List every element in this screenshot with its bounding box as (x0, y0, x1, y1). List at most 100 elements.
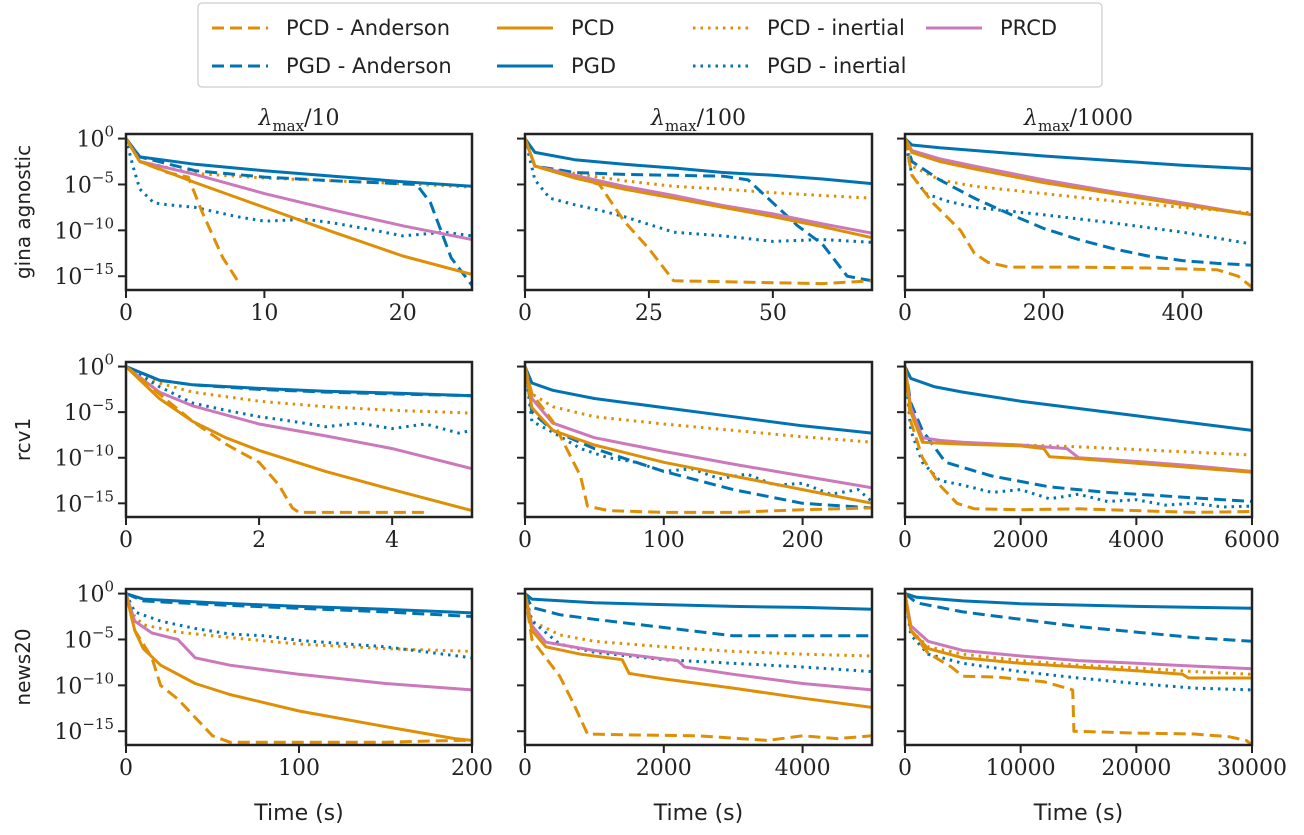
series-line (126, 137, 241, 285)
series-line (525, 593, 872, 742)
column-title: λmax/1000 (1023, 106, 1133, 135)
axes-frame (523, 132, 874, 292)
y-tick-label: 100 (76, 123, 114, 153)
subplot: 0 200 400 (897, 132, 1254, 326)
x-tick-label: 6000 (1224, 528, 1280, 553)
x-tick-label: 0 (518, 301, 532, 326)
series-line (525, 366, 872, 505)
axes-frame (523, 587, 874, 747)
x-tick-label: 0 (518, 756, 532, 781)
subplot: 100 10−5 10−10 10−150 100 200 (54, 578, 493, 781)
plot-area (905, 365, 1252, 514)
legend-frame (197, 2, 1103, 88)
series-line (905, 593, 1252, 692)
x-tick-label: 0 (898, 528, 912, 553)
x-tick-label: 25 (635, 301, 663, 326)
legend-label: PRCD (1000, 16, 1057, 40)
x-tick-label: 100 (278, 756, 320, 781)
series-line (126, 365, 472, 435)
series-line (905, 366, 1252, 509)
series-line (126, 593, 472, 744)
y-tick-label: 100 (76, 351, 114, 381)
x-tick-label: 10000 (986, 756, 1056, 781)
legend-label: PGD - inertial (767, 54, 907, 78)
axes-frame (523, 360, 874, 519)
series-line (905, 138, 1252, 246)
x-tick-label: 100 (643, 528, 685, 553)
series-line (525, 593, 872, 692)
series-line (525, 593, 872, 709)
x-tick-label: 2 (252, 528, 266, 553)
series-line (905, 366, 1252, 474)
legend-entry: PCD (497, 16, 615, 40)
series-line (525, 138, 872, 200)
plot-area (905, 592, 1252, 745)
series-line (905, 366, 1252, 503)
legend-label: PCD - Anderson (286, 16, 450, 40)
row-label: gina agnostic (11, 145, 35, 279)
subplot: 0 10000 20000 30000 (897, 587, 1287, 781)
legend-entry: PGD (497, 54, 616, 78)
x-tick-label: 4 (385, 528, 399, 553)
x-tick-label: 0 (898, 756, 912, 781)
series-line (905, 365, 1252, 432)
plot-area (126, 592, 472, 744)
x-tick-label: 4000 (775, 756, 831, 781)
x-axis-title: Time (s) (653, 801, 743, 826)
legend-label: PGD - Anderson (286, 54, 452, 78)
plot-area (525, 366, 872, 514)
series-line (126, 137, 472, 287)
axes-frame (903, 587, 1254, 747)
series-line (905, 137, 1252, 217)
series-line (126, 592, 472, 618)
series-line (905, 138, 1252, 289)
column-title: λmax/100 (650, 106, 746, 135)
plot-area (126, 365, 472, 514)
series-line (126, 593, 472, 692)
series-line (525, 366, 872, 435)
legend-label: PCD - inertial (767, 16, 905, 40)
x-tick-label: 200 (1023, 301, 1065, 326)
series-line (905, 366, 1252, 473)
series-line (525, 366, 872, 444)
axes-frame (124, 132, 474, 292)
x-tick-label: 20 (389, 301, 417, 326)
series-line (525, 366, 872, 503)
row-label: news20 (11, 628, 35, 705)
series-line (126, 365, 472, 513)
x-tick-label: 0 (119, 301, 133, 326)
y-tick-label: 10−15 (54, 487, 114, 517)
subplot: 0 100 200 (517, 360, 874, 553)
series-line (905, 593, 1252, 745)
x-tick-label: 30000 (1217, 756, 1287, 781)
x-tick-label: 0 (119, 756, 133, 781)
plot-area (905, 137, 1252, 289)
legend-entry: PGD - Anderson (212, 54, 452, 78)
x-axis-title: Time (s) (253, 801, 343, 826)
series-line (126, 365, 472, 398)
series-line (905, 138, 1252, 267)
series-line (525, 138, 872, 283)
series-line (126, 365, 472, 415)
subplot: 0 2000 4000 6000 (897, 360, 1280, 553)
series-line (126, 365, 426, 514)
y-tick-label: 10−15 (54, 260, 114, 290)
subplot: 100 10−5 10−10 10−150 10 20 (54, 123, 474, 326)
legend-label: PGD (571, 54, 616, 78)
series-line (905, 366, 1252, 514)
x-tick-label: 10 (250, 301, 278, 326)
subplot: 0 2000 4000 (517, 587, 874, 781)
series-line (525, 138, 872, 244)
legend-entry: PRCD (926, 16, 1057, 40)
series-line (525, 137, 872, 186)
x-tick-label: 0 (518, 528, 532, 553)
x-tick-label: 20000 (1101, 756, 1171, 781)
series-line (525, 366, 872, 514)
series-line (126, 592, 472, 615)
subplot: 100 10−5 10−10 10−150 2 4 (54, 351, 474, 553)
x-tick-label: 50 (759, 301, 787, 326)
series-line (525, 138, 872, 235)
x-axis-title: Time (s) (1033, 801, 1123, 826)
